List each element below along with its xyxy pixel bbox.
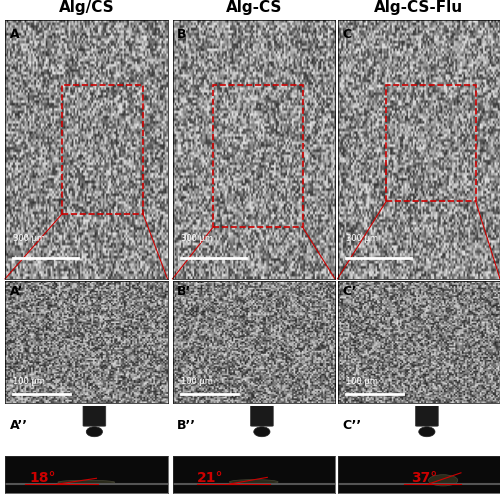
- Text: 300 μm: 300 μm: [180, 234, 212, 243]
- Text: 21°: 21°: [197, 471, 224, 485]
- Text: B’’: B’’: [178, 419, 197, 432]
- Text: C’: C’: [342, 285, 357, 298]
- Ellipse shape: [419, 427, 435, 437]
- Text: 18°: 18°: [30, 471, 56, 485]
- Ellipse shape: [254, 427, 270, 437]
- Text: 100 μm: 100 μm: [346, 377, 378, 386]
- Text: A’’: A’’: [10, 419, 28, 432]
- Text: B’: B’: [178, 285, 192, 298]
- Text: 300 μm: 300 μm: [346, 234, 378, 243]
- Ellipse shape: [428, 475, 458, 486]
- Bar: [62, 85, 143, 214]
- Text: C’’: C’’: [342, 419, 361, 432]
- Bar: [213, 85, 302, 227]
- Text: 37°: 37°: [410, 471, 437, 485]
- Text: Alg-CS-Flu: Alg-CS-Flu: [374, 0, 464, 15]
- Text: A’: A’: [10, 285, 23, 298]
- Text: 100 μm: 100 μm: [13, 377, 45, 386]
- Text: C: C: [342, 28, 351, 41]
- Text: Alg-CS: Alg-CS: [226, 0, 282, 15]
- Text: 300 μm: 300 μm: [13, 234, 45, 243]
- FancyBboxPatch shape: [416, 403, 438, 426]
- Ellipse shape: [58, 480, 114, 484]
- Ellipse shape: [230, 480, 278, 485]
- Ellipse shape: [86, 427, 102, 437]
- Text: B: B: [178, 28, 187, 41]
- Text: Alg/CS: Alg/CS: [58, 0, 114, 15]
- Bar: [386, 85, 476, 201]
- Text: 100 μm: 100 μm: [180, 377, 212, 386]
- FancyBboxPatch shape: [250, 403, 273, 426]
- Text: A: A: [10, 28, 20, 41]
- FancyBboxPatch shape: [83, 403, 106, 426]
